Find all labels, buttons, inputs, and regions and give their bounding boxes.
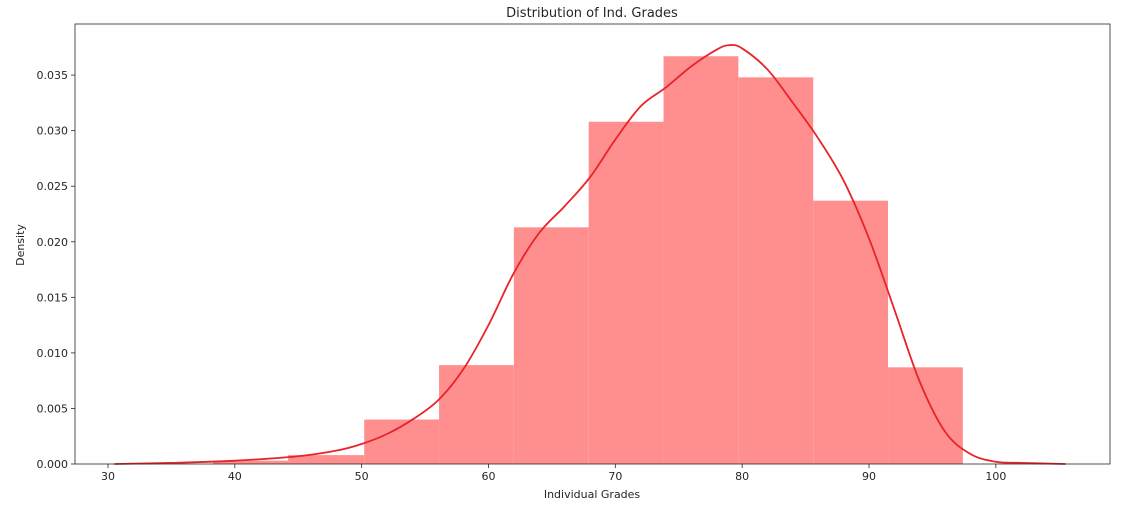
y-tick-label-5: 0.025 — [37, 180, 69, 193]
x-tick-label-2: 50 — [355, 470, 369, 483]
plot-frame — [74, 23, 1111, 465]
y-tick-label-2: 0.010 — [37, 347, 69, 360]
histogram-bars — [213, 56, 963, 465]
y-tick-label-4: 0.020 — [37, 236, 69, 249]
y-axis-label: Density — [14, 224, 27, 266]
y-tick-label-0: 0.000 — [37, 458, 69, 471]
x-tick-label-0: 30 — [101, 470, 115, 483]
x-tick-label-6: 90 — [862, 470, 876, 483]
x-axis-label: Individual Grades — [544, 488, 641, 501]
y-tick-label-7: 0.035 — [37, 69, 69, 82]
chart-title: Distribution of Ind. Grades — [506, 6, 678, 21]
x-tick-label-5: 80 — [735, 470, 749, 483]
y-tick-label-3: 0.015 — [37, 291, 69, 304]
histogram-bar-1 — [288, 455, 365, 464]
y-tick-label-1: 0.005 — [37, 402, 69, 415]
x-tick-label-1: 40 — [228, 470, 242, 483]
x-axis-ticks: 30 40 50 60 70 80 90 100 — [101, 464, 1006, 483]
histogram-bar-5 — [588, 121, 664, 465]
x-tick-label-3: 60 — [481, 470, 495, 483]
kde-curve — [114, 44, 1066, 465]
histogram-bar-8 — [813, 200, 889, 464]
histogram-bar-7 — [738, 77, 814, 464]
histogram-bar-4 — [513, 227, 589, 464]
y-tick-label-6: 0.030 — [37, 125, 69, 138]
x-tick-label-7: 100 — [985, 470, 1006, 483]
histogram-bar-3 — [439, 365, 514, 464]
x-tick-label-4: 70 — [608, 470, 622, 483]
histogram-bar-6 — [663, 56, 739, 464]
y-axis-ticks: 0.000 0.005 0.010 0.015 0.020 0.025 0.030 0.035 — [37, 69, 75, 471]
histogram-bar-0 — [213, 460, 289, 464]
histogram-bar-9 — [888, 367, 963, 464]
